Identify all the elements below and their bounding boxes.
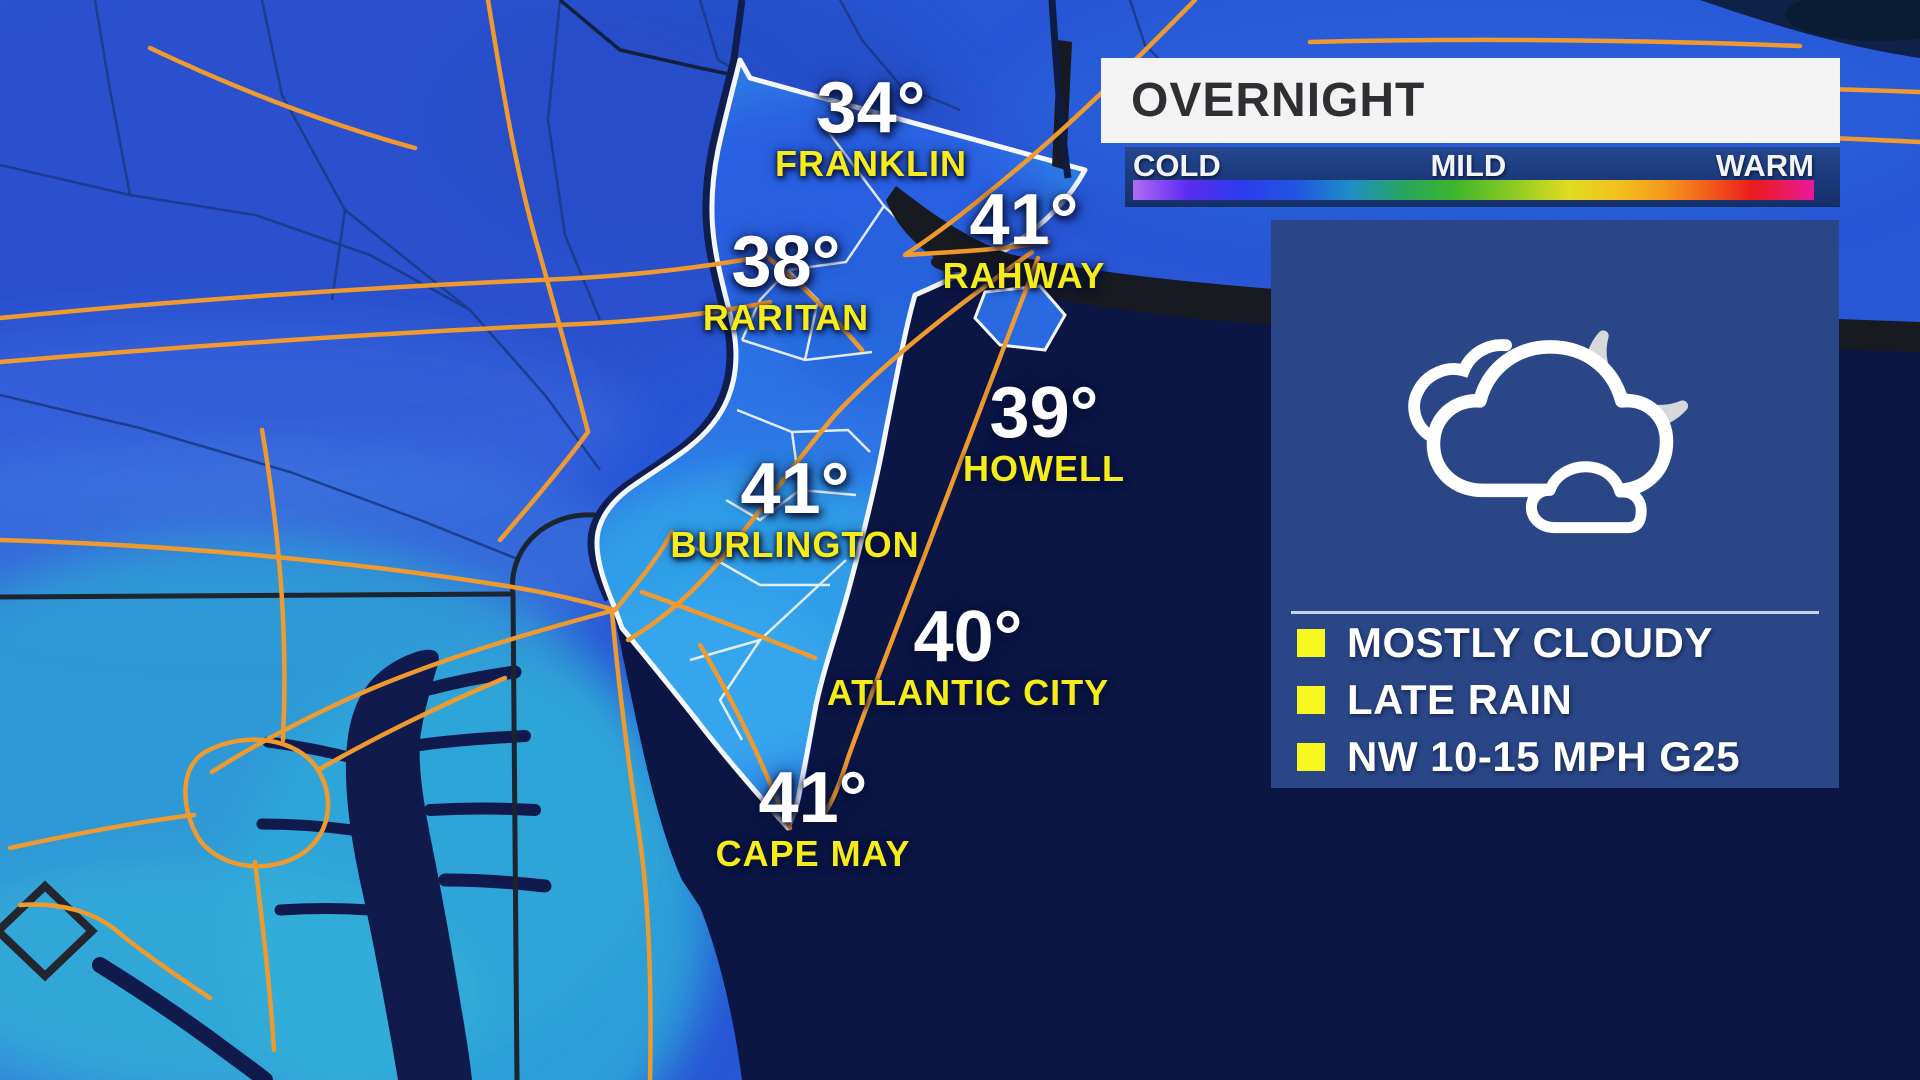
city-name: RARITAN (702, 297, 870, 338)
back-cloud-icon (1408, 339, 1512, 441)
legend-label-mild: MILD (1430, 148, 1507, 183)
city-name: ATLANTIC CITY (826, 672, 1110, 713)
legend-label-cold: COLD (1133, 148, 1221, 183)
mostly-cloudy-night-icon (1398, 302, 1702, 564)
ny-state-line (558, 0, 749, 80)
temperature-value: 41° (740, 449, 850, 529)
temperature-value: 39° (989, 373, 1099, 453)
city-name: FRANKLIN (775, 143, 967, 184)
condition-row: LATE RAIN (1297, 676, 1829, 723)
map-temp-label-rahway: 41° RAHWAY (942, 180, 1106, 298)
condition-text: LATE RAIN (1347, 676, 1573, 723)
city-name: BURLINGTON (670, 524, 920, 565)
city-name: RAHWAY (942, 255, 1106, 296)
bullet-square-icon (1297, 743, 1325, 771)
legend-labels: COLD MILD WARM (1133, 148, 1814, 183)
dc-boundary (0, 880, 98, 982)
staten-island (973, 284, 1067, 352)
small-cloud-icon (1525, 461, 1647, 534)
condition-row: MOSTLY CLOUDY (1297, 619, 1829, 666)
cloud-icon (1426, 340, 1674, 498)
panel-divider (1291, 611, 1819, 614)
legend-gradient (1133, 180, 1814, 200)
legend-label-warm: WARM (1715, 148, 1814, 183)
hudson-river (1048, 0, 1072, 179)
temperature-value: 38° (731, 222, 841, 302)
conditions-list: MOSTLY CLOUDY LATE RAIN NW 10-15 MPH G25 (1297, 619, 1829, 791)
temperature-value: 41° (969, 180, 1079, 260)
delaware-river (587, 0, 746, 602)
map-temp-label-cape-may: 41° CAPE MAY (715, 758, 911, 876)
forecast-header: OVERNIGHT (1101, 58, 1840, 143)
condition-text: MOSTLY CLOUDY (1347, 619, 1713, 666)
nyc-silhouette (886, 0, 1920, 352)
forecast-title: OVERNIGHT (1131, 74, 1426, 127)
condition-row: NW 10-15 MPH G25 (1297, 733, 1829, 780)
condition-text: NW 10-15 MPH G25 (1347, 733, 1741, 780)
forecast-panel: MOSTLY CLOUDY LATE RAIN NW 10-15 MPH G25 (1271, 220, 1839, 788)
temperature-legend: COLD MILD WARM (1125, 147, 1840, 207)
chesapeake-bay (92, 649, 552, 1080)
city-name: HOWELL (963, 448, 1125, 489)
map-temp-label-atlantic-city: 40° ATLANTIC CITY (826, 597, 1110, 715)
map-temp-label-burlington: 41° BURLINGTON (670, 449, 920, 567)
temperature-value: 40° (913, 597, 1023, 677)
map-temp-label-franklin: 34° FRANKLIN (775, 68, 967, 186)
map-temp-label-raritan: 38° RARITAN (702, 222, 870, 340)
temperature-value: 34° (816, 68, 926, 148)
temperature-value: 41° (758, 758, 868, 838)
bullet-square-icon (1297, 686, 1325, 714)
map-temp-label-howell: 39° HOWELL (963, 373, 1125, 491)
bullet-square-icon (1297, 629, 1325, 657)
city-name: CAPE MAY (715, 833, 911, 874)
